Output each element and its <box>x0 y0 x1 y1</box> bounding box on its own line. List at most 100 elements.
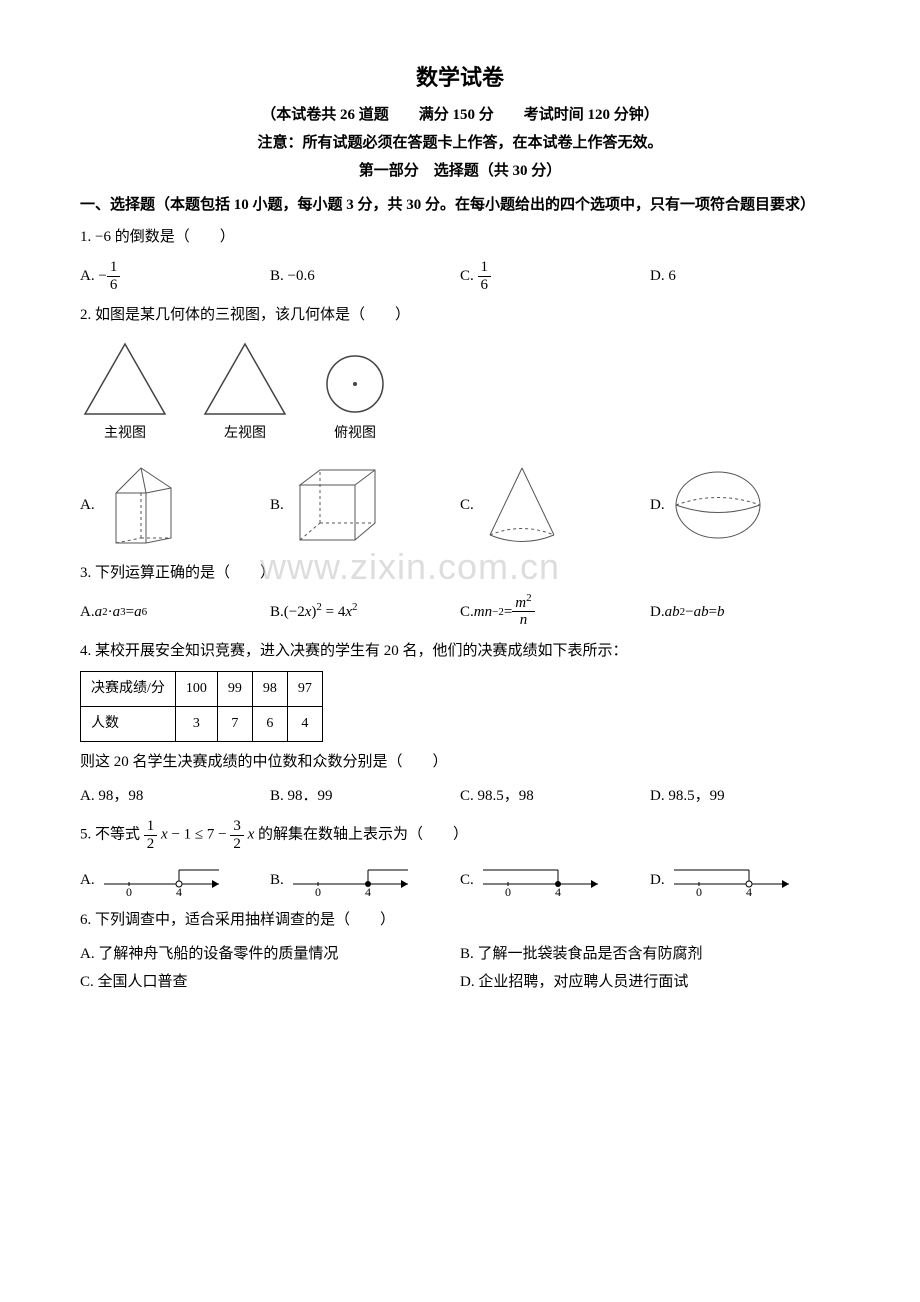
q5-stem-b: 的解集在数轴上表示为（ ） <box>258 827 468 843</box>
q6-opt-d: D. 企业招聘，对应聘人员进行面试 <box>460 968 840 996</box>
q4-r2: 7 <box>217 706 252 741</box>
q1-stem-math: −6 <box>95 229 111 245</box>
q3-b-expr: (−2x)2 = 4x2 <box>284 600 358 624</box>
q3-c-frac: m2n <box>512 595 534 629</box>
q5-opt-a: A. 0 4 <box>80 860 270 900</box>
q5-f1n: 1 <box>144 818 158 836</box>
q6-opt-b: B. 了解一批袋装食品是否含有防腐剂 <box>460 940 840 968</box>
q2-opt-d: D. <box>650 468 840 543</box>
q4-tail: 则这 20 名学生决赛成绩的中位数和众数分别是（ ） <box>80 750 840 774</box>
question-1: 1. −6 的倒数是（ ） <box>80 225 840 249</box>
q3-options: A. a2 · a3 = a6 B. (−2x)2 = 4x2 C. mn−2 … <box>80 593 840 631</box>
q4-opt-c: C. 98.5，98 <box>460 782 650 810</box>
sphere-icon <box>671 468 766 543</box>
question-6-stem: 6. 下列调查中，适合采用抽样调查的是（ ） <box>80 908 840 932</box>
svg-text:0: 0 <box>696 885 702 898</box>
svg-text:0: 0 <box>505 885 511 898</box>
q3-d-label: D. <box>650 600 665 624</box>
numberline-a-icon: 0 4 <box>99 862 229 898</box>
section1-head: 一、选择题（本题包括 10 小题，每小题 3 分，共 30 分。在每小题给出的四… <box>80 193 840 217</box>
q2-opt-b: B. <box>270 460 460 550</box>
q4-r4: 4 <box>287 706 322 741</box>
q4-h2: 99 <box>217 671 252 706</box>
q6-opt-c: C. 全国人口普查 <box>80 968 460 996</box>
q5-opt-d: D. 0 4 <box>650 860 840 900</box>
q5-opt-c: C. 0 4 <box>460 860 650 900</box>
question-5-stem: 5. 不等式 12 x − 1 ≤ 7 − 32 x 的解集在数轴上表示为（ ） <box>80 818 840 852</box>
question-3-stem: 3. 下列运算正确的是（ ） <box>80 561 840 585</box>
meta-line-text: （本试卷共 26 道题 满分 150 分 考试时间 120 分钟） <box>261 107 659 123</box>
q1-opt-b: B. −0.6 <box>270 257 460 295</box>
q4-table: 决赛成绩/分 100 99 98 97 人数 3 7 6 4 <box>80 671 323 743</box>
q1-opt-a: A. − 16 <box>80 257 270 295</box>
q4-h3: 98 <box>252 671 287 706</box>
q5-c-label: C. <box>460 868 474 892</box>
q1-a-den: 6 <box>107 277 121 294</box>
numberline-d-icon: 0 4 <box>669 862 799 898</box>
q3-a-expr: a <box>95 600 103 624</box>
q1-opt-d: D. 6 <box>650 257 840 295</box>
q1-stem-suffix: 的倒数是（ ） <box>111 229 235 245</box>
q5-a-label: A. <box>80 868 95 892</box>
q3-b-label: B. <box>270 600 284 624</box>
q2-b-label: B. <box>270 493 284 517</box>
q4-opt-a: A. 98，98 <box>80 782 270 810</box>
q5-opt-b: B. 0 4 <box>270 860 460 900</box>
q1-a-label: A. <box>80 264 95 288</box>
q2-opt-a: A. <box>80 458 270 553</box>
q1-c-den: 6 <box>478 277 492 294</box>
question-2-stem: 2. 如图是某几何体的三视图，该几何体是（ ） <box>80 303 840 327</box>
triangle-front-icon <box>80 339 170 419</box>
q5-f2d: 2 <box>230 836 244 853</box>
q1-c-frac: 16 <box>478 259 492 293</box>
q5-frac1: 12 <box>144 818 158 852</box>
q2-three-views: 主视图 左视图 俯视图 <box>80 339 840 445</box>
q5-f2n: 3 <box>230 818 244 836</box>
q5-options: A. 0 4 B. 0 4 <box>80 860 840 900</box>
q5-x1: x <box>161 827 168 843</box>
q2-left-view: 左视图 <box>200 339 290 445</box>
q2-top-label: 俯视图 <box>320 423 390 445</box>
q1-opt-c: C. 16 <box>460 257 650 295</box>
q2-opt-c: C. <box>460 460 650 550</box>
q5-frac2: 32 <box>230 818 244 852</box>
q3-opt-a: A. a2 · a3 = a6 <box>80 593 270 631</box>
q4-h4: 97 <box>287 671 322 706</box>
triangle-left-icon <box>200 339 290 419</box>
q2-options: www.zixin.com.cn A. B. C. <box>80 458 840 553</box>
q4-h1: 100 <box>175 671 217 706</box>
q5-f1d: 2 <box>144 836 158 853</box>
q4-opt-d: D. 98.5，99 <box>650 782 840 810</box>
meta-line: （本试卷共 26 道题 满分 150 分 考试时间 120 分钟） <box>80 103 840 127</box>
q2-c-label: C. <box>460 493 474 517</box>
q3-opt-d: D. ab2 − ab = b <box>650 593 840 631</box>
q1-a-num: 1 <box>107 259 121 277</box>
cube-icon <box>290 460 385 550</box>
q2-top-view: 俯视图 <box>320 349 390 445</box>
q1-a-sign: − <box>98 264 106 288</box>
q2-a-label: A. <box>80 493 95 517</box>
q3-opt-b: B. (−2x)2 = 4x2 <box>270 593 460 631</box>
q3-a-label: A. <box>80 600 95 624</box>
q5-b-label: B. <box>270 868 284 892</box>
table-row: 决赛成绩/分 100 99 98 97 <box>81 671 323 706</box>
svg-text:0: 0 <box>315 885 321 898</box>
question-4-stem: 4. 某校开展安全知识竞赛，进入决赛的学生有 20 名，他们的决赛成绩如下表所示… <box>80 639 840 663</box>
q2-left-label: 左视图 <box>200 423 290 445</box>
q1-stem-prefix: 1. <box>80 229 95 245</box>
q6-options: A. 了解神舟飞船的设备零件的质量情况 B. 了解一批袋装食品是否含有防腐剂 C… <box>80 940 840 996</box>
q4-r3: 6 <box>252 706 287 741</box>
q6-opt-a: A. 了解神舟飞船的设备零件的质量情况 <box>80 940 460 968</box>
q3-c-label: C. <box>460 600 474 624</box>
q4-r0: 人数 <box>81 706 176 741</box>
q5-d-label: D. <box>650 868 665 892</box>
svg-text:0: 0 <box>126 885 132 898</box>
q2-d-label: D. <box>650 493 665 517</box>
numberline-b-icon: 0 4 <box>288 862 418 898</box>
q1-c-num: 1 <box>478 259 492 277</box>
numberline-c-icon: 0 4 <box>478 862 608 898</box>
q3-d-expr: ab <box>665 600 680 624</box>
q4-options: A. 98，98 B. 98．99 C. 98.5，98 D. 98.5，99 <box>80 782 840 810</box>
q1-c-label: C. <box>460 264 474 288</box>
q1-options: A. − 16 B. −0.6 C. 16 D. 6 <box>80 257 840 295</box>
